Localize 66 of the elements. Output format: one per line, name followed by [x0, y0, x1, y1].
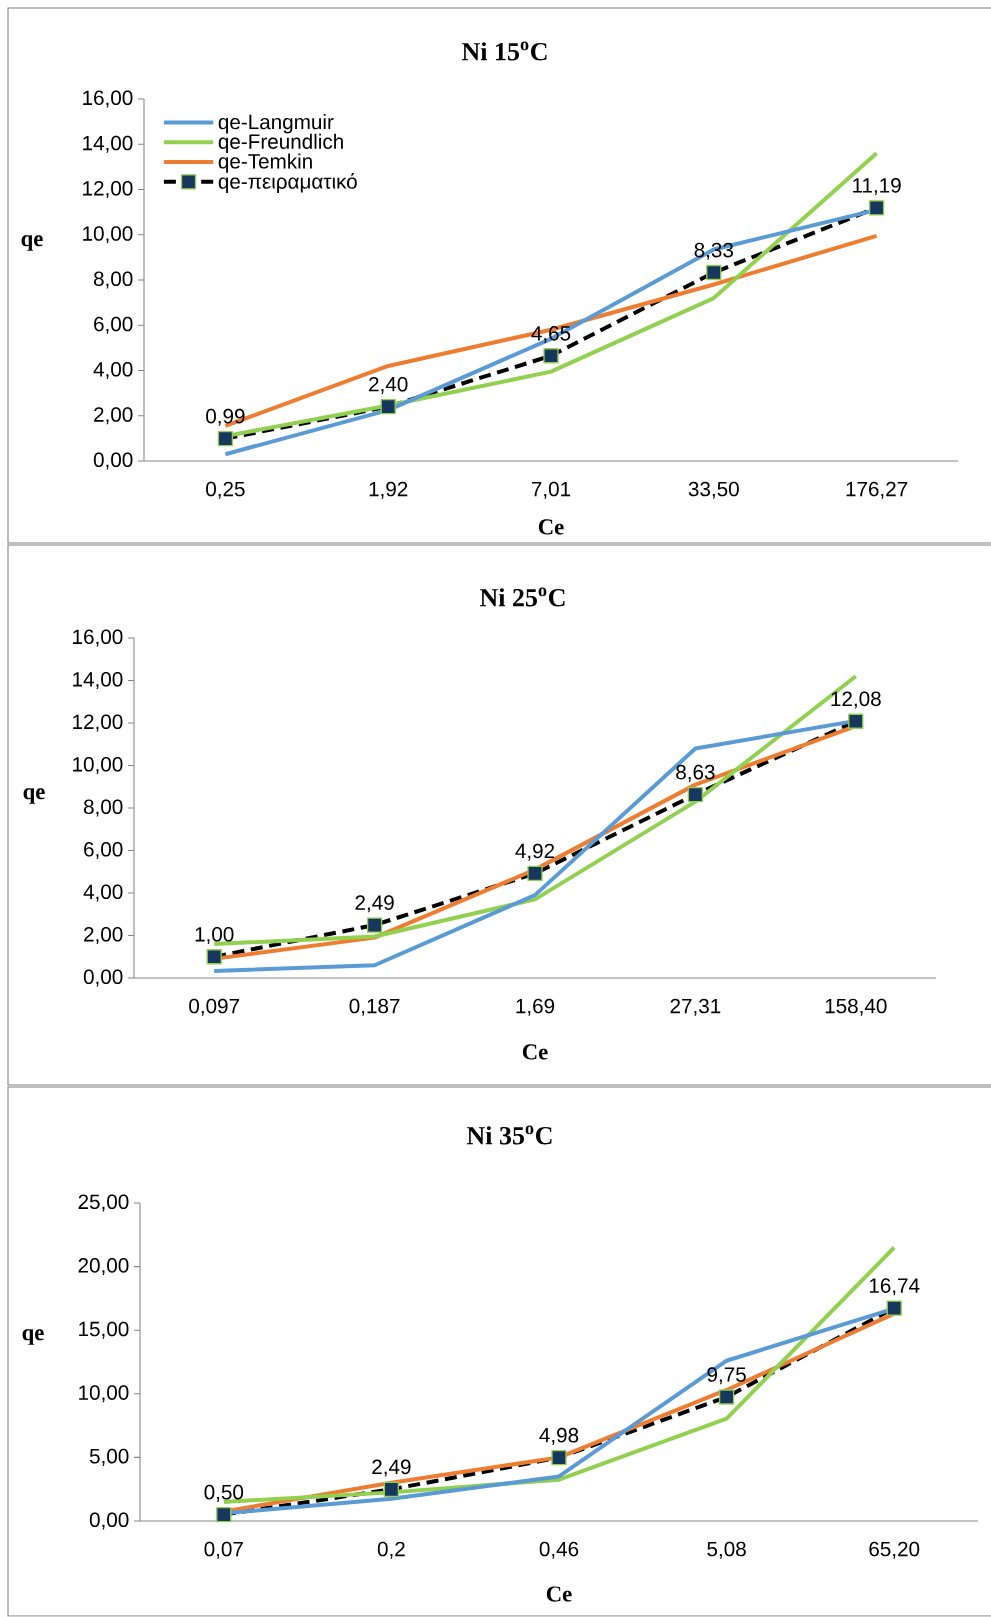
x-tick-label: 0,07 [204, 1541, 243, 1559]
y-tick-label: 20,00 [78, 1258, 129, 1276]
y-tick-label: 12,00 [83, 180, 133, 199]
y-tick-label: 4,00 [93, 361, 133, 380]
x-tick-label: 1,69 [516, 998, 555, 1016]
y-axis-title: qe [22, 1329, 44, 1345]
chart-title: Ni 25$^{o}$C [479, 587, 565, 607]
chart-title: Ni 35$^{o}$C [466, 1125, 552, 1145]
data-label: 16,74 [869, 1278, 920, 1296]
x-tick-label: 0,46 [539, 1541, 579, 1559]
x-tick-label: 0,25 [206, 481, 245, 499]
y-tick-label: 8,00 [93, 271, 133, 289]
legend-label: qe-Langmuir [218, 114, 334, 134]
y-tick-label: 16,00 [83, 90, 133, 108]
x-tick-label: 0,097 [189, 998, 240, 1016]
data-label: 2,49 [355, 895, 394, 913]
y-tick-label: 5,00 [89, 1448, 129, 1466]
y-tick-label: 10,00 [83, 226, 133, 244]
y-tick-label: 4,00 [83, 884, 123, 902]
y-tick-label: 12,00 [73, 714, 123, 732]
x-tick-label: 0,2 [377, 1541, 405, 1559]
y-tick-label: 2,00 [84, 926, 123, 945]
y-tick-label: 6,00 [94, 316, 133, 334]
y-tick-label: 8,00 [83, 799, 123, 817]
data-label: 2,40 [369, 376, 408, 394]
x-tick-label: 5,08 [707, 1541, 746, 1559]
data-label: 12,08 [831, 691, 881, 709]
x-axis-title: Ce [538, 519, 564, 535]
chart-title: Ni 15$^{o}$C [461, 41, 547, 61]
x-tick-label: 65,20 [869, 1541, 920, 1559]
x-tick-label: 176,27 [846, 481, 908, 499]
y-tick-label: 25,00 [78, 1194, 129, 1212]
x-tick-label: 33,50 [688, 481, 739, 499]
y-tick-label: 15,00 [79, 1321, 129, 1339]
legend-label: qe-Temkin [218, 153, 312, 173]
legend-label: qe-Freundlich [218, 133, 343, 154]
y-tick-label: 0,00 [89, 1512, 129, 1530]
data-label: 2,49 [372, 1459, 411, 1477]
y-axis-title: qe [21, 235, 43, 251]
data-label: 8,63 [676, 764, 715, 782]
y-tick-label: 6,00 [84, 841, 123, 860]
data-label: 9,75 [707, 1367, 746, 1385]
x-axis-title: Ce [546, 1586, 572, 1602]
data-label: 4,98 [539, 1427, 579, 1445]
x-tick-label: 0,187 [349, 998, 400, 1016]
x-tick-label: 1,92 [369, 481, 408, 499]
y-axis-title: qe [23, 788, 45, 804]
data-label: 0,99 [206, 408, 245, 426]
legend-label: qe-πειραματικό [218, 173, 357, 193]
data-label: 4,92 [515, 843, 555, 861]
y-tick-label: 0,00 [83, 969, 123, 987]
y-tick-label: 10,00 [73, 756, 123, 775]
y-tick-label: 16,00 [73, 629, 123, 647]
data-label: 1,00 [195, 926, 234, 945]
y-tick-label: 2,00 [94, 407, 133, 425]
y-tick-label: 14,00 [83, 135, 133, 153]
data-label: 11,19 [853, 178, 901, 196]
x-tick-label: 27,31 [670, 998, 721, 1016]
x-axis-title: Ce [522, 1044, 548, 1060]
y-tick-label: 0,00 [93, 452, 133, 470]
point [380, 399, 396, 415]
data-label: 0,50 [204, 1484, 244, 1502]
y-tick-label: 14,00 [73, 671, 123, 690]
x-tick-label: 7,01 [531, 481, 571, 499]
x-tick-label: 158,40 [825, 998, 887, 1016]
y-tick-label: 10,00 [79, 1385, 129, 1403]
